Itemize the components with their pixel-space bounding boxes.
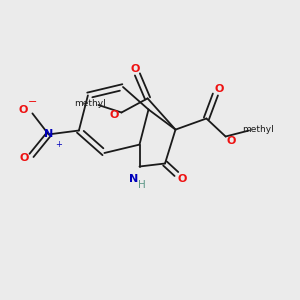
Text: methyl: methyl [74, 99, 106, 108]
Text: H: H [138, 180, 146, 190]
Text: O: O [19, 105, 28, 116]
Text: O: O [214, 83, 224, 94]
Text: O: O [110, 110, 119, 121]
Text: O: O [131, 64, 140, 74]
Text: O: O [20, 153, 29, 164]
Text: methyl: methyl [242, 124, 274, 134]
Text: O: O [178, 173, 187, 184]
Text: −: − [28, 97, 37, 107]
Text: N: N [44, 129, 53, 140]
Text: +: + [55, 140, 62, 149]
Text: N: N [129, 173, 138, 184]
Text: O: O [227, 136, 236, 146]
